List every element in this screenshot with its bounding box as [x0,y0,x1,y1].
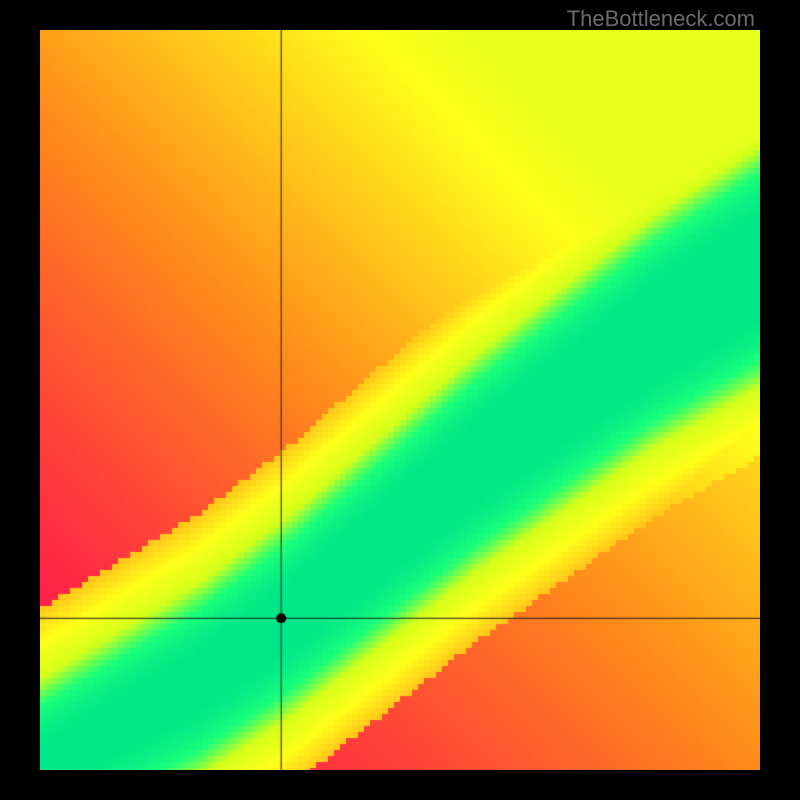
watermark-text: TheBottleneck.com [567,6,755,32]
chart-container: TheBottleneck.com [0,0,800,800]
plot-area [40,30,760,770]
heatmap-canvas [40,30,760,770]
